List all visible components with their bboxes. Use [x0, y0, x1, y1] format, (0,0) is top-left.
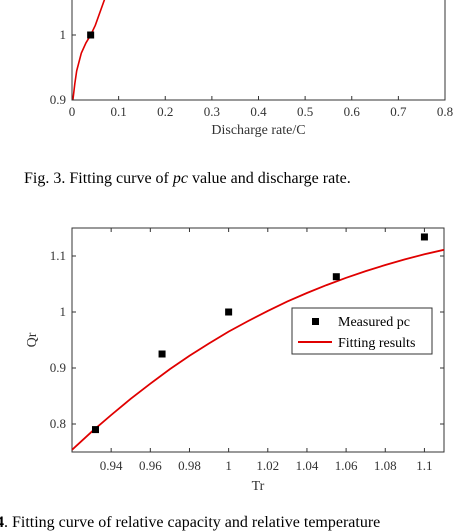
chart1-x-axis-label: Discharge rate/C: [211, 123, 305, 138]
figure4-caption-label: 4: [0, 514, 4, 531]
chart1-x-tick-label: 0.8: [437, 104, 453, 119]
chart1-x-tick-label: 0.4: [250, 104, 267, 119]
figure4-caption: 4. Fitting curve of relative capacity an…: [0, 514, 380, 532]
chart2-data-point: [158, 350, 166, 358]
chart2-data-point: [225, 308, 233, 316]
chart2-data-point: [332, 273, 340, 281]
chart2-plot-frame: [71, 227, 445, 453]
legend-box: [291, 307, 433, 355]
legend-marker-measured: [312, 318, 319, 325]
chart2-data-point: [91, 426, 99, 434]
chart2-fit-curve: [72, 248, 444, 451]
chart2-x-tick-label: 0.94: [100, 458, 123, 473]
chart2-x-tick-label: 0.96: [139, 458, 162, 473]
chart2-x-tick-label: 1.08: [374, 458, 397, 473]
chart2-y-tick-label: 0.9: [50, 360, 66, 375]
chart1-y-tick-label: 1: [60, 27, 67, 42]
chart2-x-tick-label: 1.04: [296, 458, 319, 473]
chart1-y-tick-label: 0.9: [50, 92, 66, 107]
chart2-y-tick-label: 1.1: [50, 248, 66, 263]
chart1-x-tick-label: 0.3: [204, 104, 220, 119]
legend-label-fitting: Fitting results: [338, 336, 415, 351]
chart1-data-point: [87, 31, 95, 39]
chart1-x-tick-label: 0: [69, 104, 76, 119]
chart2-x-tick-label: 1.02: [256, 458, 279, 473]
chart1-x-tick-label: 0.6: [344, 104, 361, 119]
chart2-y-tick-label: 0.8: [50, 416, 66, 431]
legend-label-measured: Measured pc: [338, 315, 410, 330]
chart2-x-tick-label: 1.1: [416, 458, 432, 473]
chart2-x-axis-label: Tr: [252, 479, 265, 494]
chart1-fit-curve: [72, 0, 106, 101]
chart2-y-tick-label: 1: [60, 304, 67, 319]
chart1-x-tick-label: 0.2: [157, 104, 173, 119]
chart2-legend: Measured pc Fitting results: [291, 307, 433, 355]
chart2-x-tick-label: 0.98: [178, 458, 201, 473]
chart1-x-tick-label: 0.1: [111, 104, 127, 119]
chart2-y-axis-label: Qr: [25, 332, 40, 347]
chart-discharge-rate: 00.10.20.30.40.50.60.70.8 0.911.1 Discha…: [50, 0, 453, 138]
chart1-x-tick-label: 0.7: [390, 104, 407, 119]
chart1-x-tick-label: 0.5: [297, 104, 313, 119]
figure3-caption-text-before: . Fitting curve of: [61, 170, 173, 187]
figure3-caption: Fig. 3. Fitting curve of pc value and di…: [24, 170, 351, 188]
chart2-x-tick-label: 1: [225, 458, 232, 473]
chart2-x-tick-label: 1.06: [335, 458, 358, 473]
figure4-caption-text: . Fitting curve of relative capacity and…: [4, 514, 381, 531]
chart1-plot-frame: [71, 0, 446, 101]
chart-relative-capacity: 0.94 0.96 0.98 1 1.02 1.04 1.06 1.08 1.1 0.8 0.9 1…: [25, 227, 445, 494]
figure3-caption-text-after: value and discharge rate.: [188, 170, 351, 187]
figure3-caption-label: Fig. 3: [24, 170, 62, 187]
chart2-data-point: [420, 233, 428, 241]
figure3-caption-italic: pc: [172, 170, 188, 187]
